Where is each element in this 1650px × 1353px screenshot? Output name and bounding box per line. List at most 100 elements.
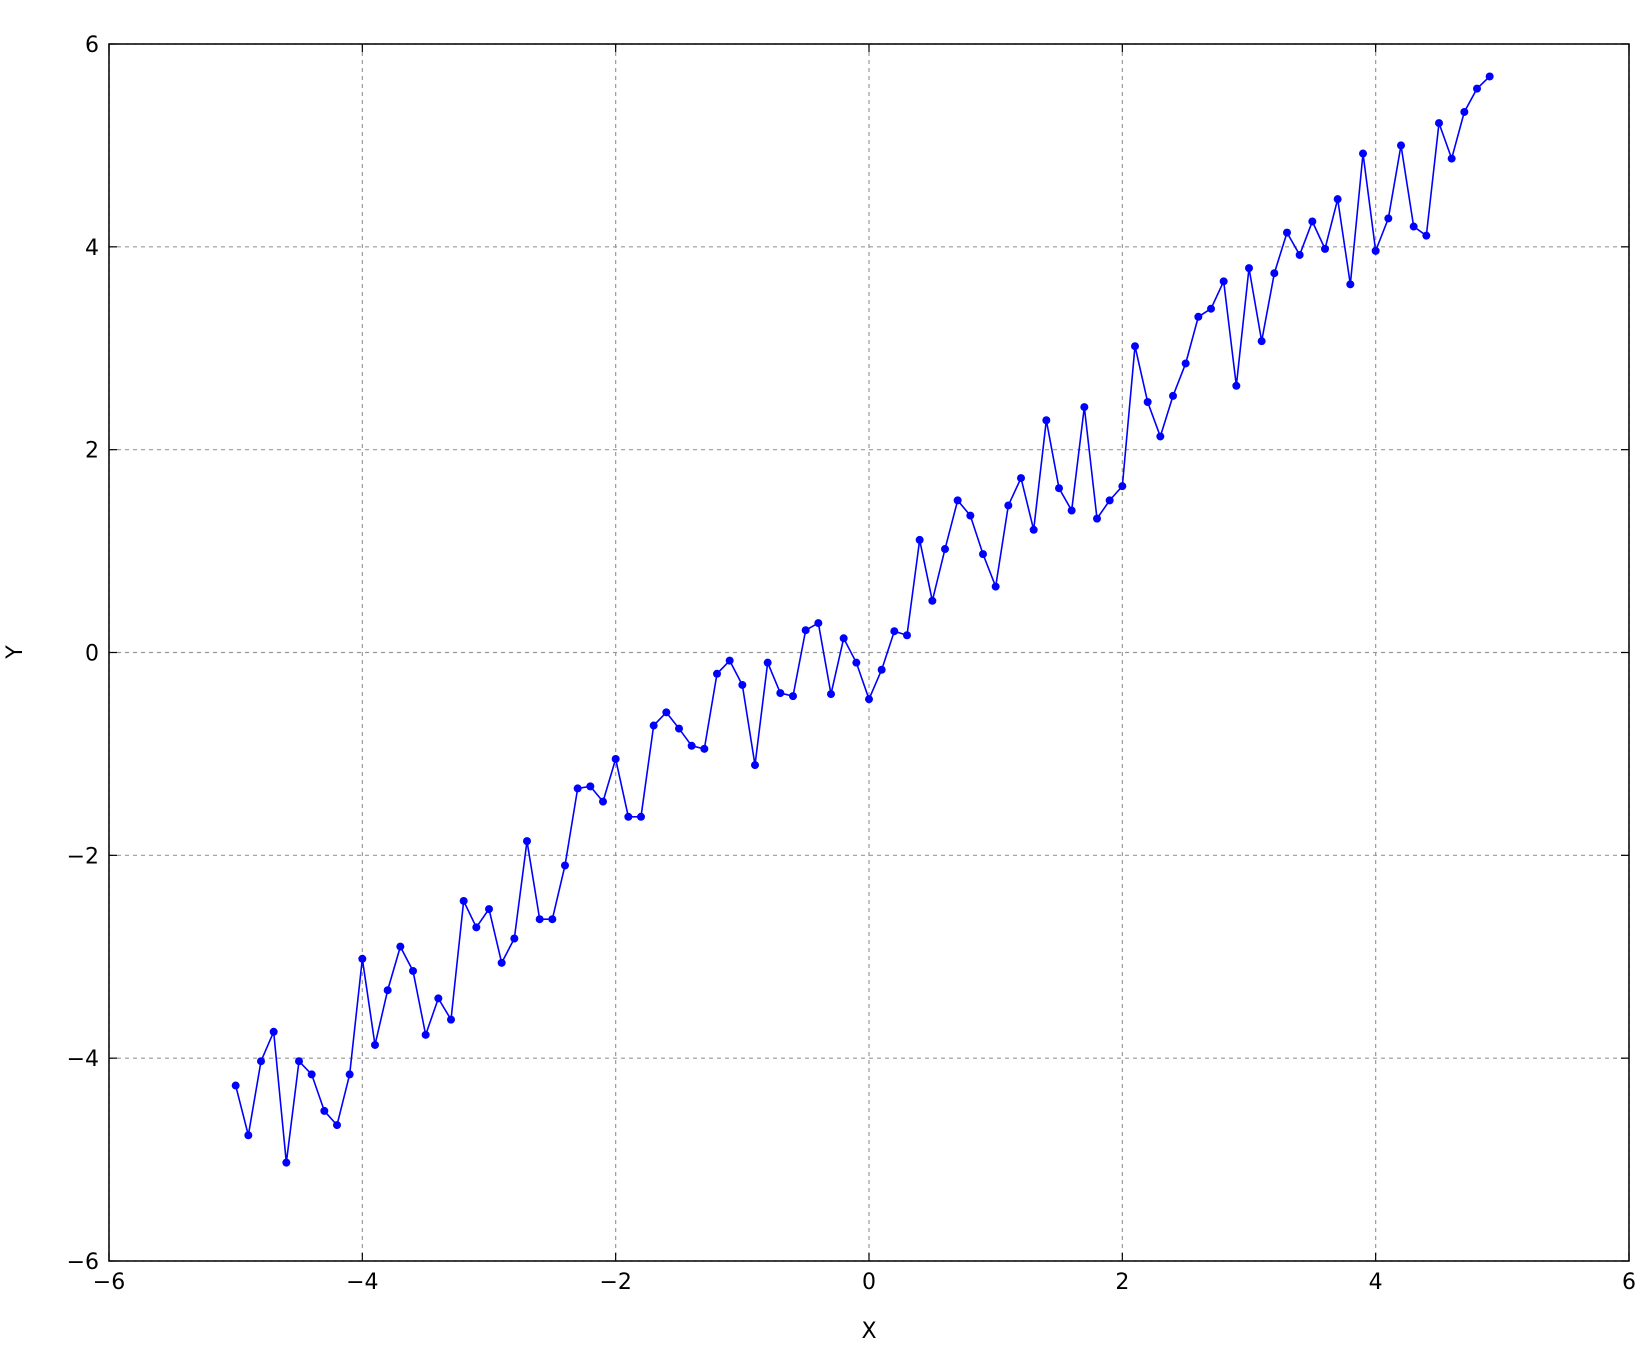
data-point [1460, 107, 1469, 116]
y-axis-label: Y [3, 645, 28, 660]
data-point [725, 656, 734, 665]
y-tick-label: −4 [67, 1047, 99, 1072]
data-point [827, 690, 835, 699]
data-point [941, 545, 949, 554]
data-point [421, 1030, 430, 1039]
data-point [396, 942, 405, 951]
data-point [1397, 141, 1405, 150]
data-point [573, 784, 582, 793]
data-point [751, 761, 759, 770]
data-point [1118, 482, 1127, 491]
y-tick-label: −2 [67, 844, 99, 869]
data-point [839, 634, 848, 643]
data-point [789, 692, 797, 701]
data-point [485, 905, 493, 914]
y-tick-label: 6 [85, 33, 99, 58]
x-axis-label: X [861, 1319, 876, 1344]
x-tick-label: −6 [93, 1270, 125, 1295]
data-point [675, 724, 683, 733]
data-point [953, 496, 962, 505]
data-point [1093, 514, 1101, 523]
data-point [333, 1121, 341, 1130]
data-point [1295, 250, 1304, 259]
data-point [637, 812, 645, 821]
data-point [1080, 403, 1089, 412]
data-point [1257, 337, 1266, 346]
data-point [1359, 149, 1367, 158]
data-point [801, 626, 810, 635]
data-point [497, 958, 506, 967]
data-point [472, 923, 481, 932]
x-tick-label: 2 [1115, 1270, 1129, 1295]
data-point [1219, 277, 1228, 286]
data-point [915, 535, 924, 544]
data-point [295, 1057, 303, 1066]
data-point [713, 669, 721, 678]
data-point [776, 689, 785, 698]
data-point [1042, 416, 1051, 425]
data-point [814, 619, 823, 628]
data-point [269, 1027, 278, 1036]
data-point [865, 695, 873, 704]
data-point [1283, 228, 1291, 237]
data-point [903, 631, 911, 640]
data-point [1067, 506, 1076, 515]
data-point [358, 954, 367, 963]
data-point [1245, 264, 1253, 273]
data-point [1131, 342, 1139, 351]
data-point [1169, 391, 1177, 400]
data-point [1346, 280, 1355, 289]
data-point [738, 680, 747, 689]
data-point [1308, 217, 1317, 226]
data-point [459, 896, 468, 905]
data-point [1143, 398, 1152, 407]
data-point [624, 812, 633, 821]
data-point [877, 665, 886, 674]
data-point [662, 708, 671, 717]
data-point [852, 658, 861, 667]
data-point [371, 1040, 379, 1049]
y-tick-label: 4 [85, 236, 99, 261]
data-point [1194, 312, 1203, 321]
data-point [1156, 432, 1165, 441]
data-point [1321, 244, 1329, 253]
data-point [409, 966, 417, 975]
y-tick-label: −6 [67, 1250, 99, 1275]
data-point [1181, 359, 1190, 368]
data-point [447, 1015, 455, 1024]
data-point [1422, 231, 1431, 240]
data-point [1371, 246, 1380, 255]
data-point [611, 754, 620, 763]
data-point [307, 1070, 316, 1079]
plot-frame [108, 43, 1630, 1262]
data-line [234, 75, 1491, 1163]
data-point [434, 994, 443, 1003]
data-point [890, 627, 899, 636]
data-point [1207, 304, 1215, 313]
data-point [649, 721, 658, 730]
data-point [687, 741, 696, 750]
data-point [763, 658, 772, 667]
data-point [1270, 269, 1279, 278]
data-point [1485, 72, 1494, 81]
data-point [1435, 119, 1443, 128]
x-tick-label: −4 [346, 1270, 378, 1295]
data-point [535, 915, 544, 924]
data-point [1473, 84, 1481, 93]
data-point [1333, 195, 1342, 204]
data-point [548, 915, 557, 924]
data-point [320, 1106, 329, 1115]
data-point [1004, 501, 1013, 510]
x-tick-label: 6 [1622, 1270, 1636, 1295]
data-point [257, 1057, 265, 1066]
data-point [1409, 222, 1418, 231]
data-point [586, 782, 595, 791]
x-tick-label: 4 [1369, 1270, 1383, 1295]
data-point [1447, 154, 1456, 163]
x-tick-label: −2 [599, 1270, 631, 1295]
data-point [599, 797, 607, 806]
data-point [282, 1158, 291, 1167]
data-point [383, 986, 392, 995]
